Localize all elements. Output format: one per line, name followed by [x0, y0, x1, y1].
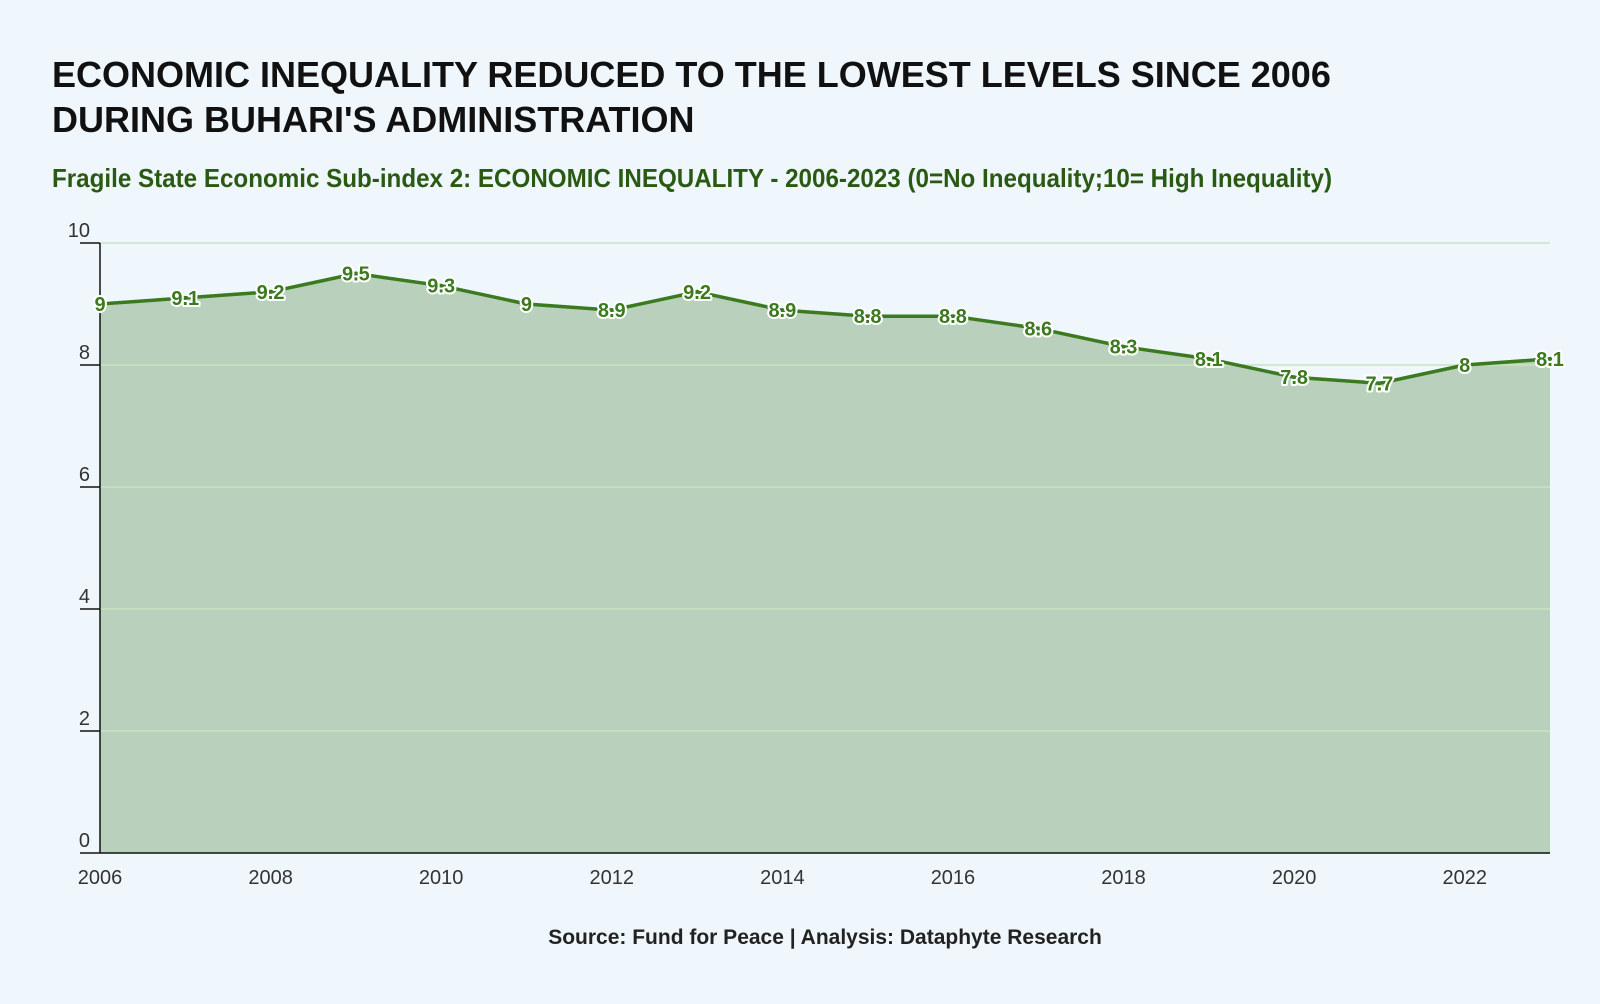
y-tick-label-2: 2 [79, 708, 90, 730]
data-point-2018 [1121, 344, 1126, 349]
data-label-2019: 8.1 [1195, 349, 1223, 371]
data-point-2007 [183, 295, 188, 300]
data-label-2020: 7.8 [1280, 367, 1308, 389]
data-point-2015 [865, 314, 870, 319]
series-line [98, 271, 1552, 386]
x-tick-label-2020: 2020 [1272, 867, 1317, 889]
data-label-2009: 9.5 [342, 264, 370, 286]
x-tick-label-2006: 2006 [78, 867, 123, 889]
data-label-2017: 8.6 [1024, 318, 1052, 340]
data-label-2013: 9.2 [683, 282, 711, 304]
data-point-2010 [439, 283, 444, 288]
data-point-2021 [1377, 381, 1382, 386]
data-point-2023 [1548, 356, 1552, 361]
data-point-2011 [524, 302, 529, 306]
source-note: Source: Fund for Peace | Analysis: Datap… [548, 926, 1102, 949]
data-point-2016 [950, 314, 955, 319]
data-label-2021: 7.7 [1366, 373, 1394, 395]
x-tick-label-2014: 2014 [760, 867, 805, 889]
data-point-2008 [268, 289, 273, 294]
data-point-2022 [1462, 363, 1467, 367]
data-label-2023: 8.1 [1536, 349, 1564, 371]
y-tick-label-10: 10 [68, 220, 90, 242]
data-label-2018: 8.3 [1110, 337, 1138, 359]
data-label-2014: 8.9 [768, 300, 796, 322]
data-point-2012 [609, 308, 614, 313]
x-tick-label-2022: 2022 [1442, 867, 1487, 889]
y-tick-label-8: 8 [79, 342, 90, 364]
x-tick-label-2010: 2010 [419, 867, 464, 889]
x-tick-label-2016: 2016 [931, 867, 976, 889]
chart-title-line-1: ECONOMIC INEQUALITY REDUCED TO THE LOWES… [52, 54, 1331, 95]
data-label-2022: 8 [1459, 355, 1470, 377]
data-label-2015: 8.8 [854, 306, 882, 328]
data-point-2017 [1036, 326, 1041, 331]
data-label-2006: 9 [94, 294, 105, 316]
data-point-2019 [1206, 356, 1211, 361]
chart-subtitle: Fragile State Economic Sub-index 2: ECON… [52, 163, 1333, 193]
data-label-2011: 9 [521, 294, 532, 316]
data-label-2007: 9.1 [171, 288, 199, 310]
y-tick-label-6: 6 [79, 464, 90, 486]
x-tick-label-2008: 2008 [248, 867, 293, 889]
data-label-2016: 8.8 [939, 306, 967, 328]
data-point-2013 [695, 289, 700, 294]
chart-title-line-2: DURING BUHARI'S ADMINISTRATION [52, 99, 695, 140]
x-tick-label-2018: 2018 [1101, 867, 1146, 889]
area-fill [100, 273, 1550, 853]
data-point-2014 [780, 308, 785, 313]
data-label-2012: 8.9 [598, 300, 626, 322]
chart-title: ECONOMIC INEQUALITY REDUCED TO THE LOWES… [52, 52, 1552, 142]
y-tick-label-0: 0 [79, 830, 90, 852]
data-label-2008: 9.2 [257, 282, 285, 304]
y-tick-label-4: 4 [79, 586, 90, 608]
data-label-2010: 9.3 [427, 276, 455, 298]
data-point-2020 [1292, 375, 1297, 380]
x-tick-label-2012: 2012 [590, 867, 635, 889]
data-point-2009 [353, 271, 358, 276]
data-point-2006 [98, 302, 102, 306]
